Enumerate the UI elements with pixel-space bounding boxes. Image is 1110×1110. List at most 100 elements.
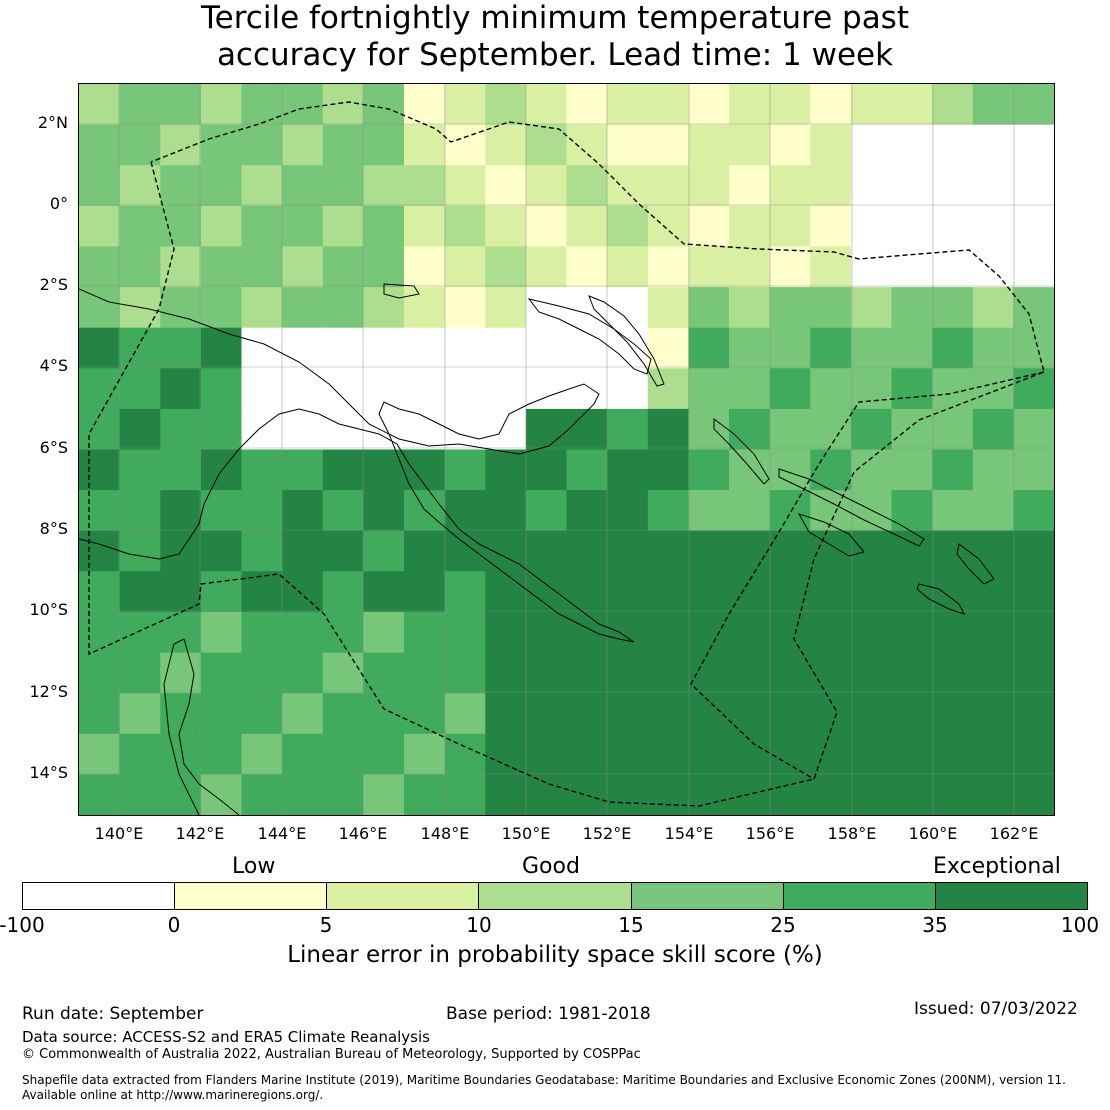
skill-cell bbox=[200, 327, 243, 369]
map-title: Tercile fortnightly minimum temperature … bbox=[0, 0, 1110, 74]
skill-cell bbox=[891, 205, 933, 247]
skill-cell bbox=[729, 571, 771, 613]
skill-cell bbox=[79, 84, 121, 126]
skill-cell bbox=[444, 205, 486, 247]
skill-cell bbox=[729, 774, 771, 815]
colorbar-tick: 25 bbox=[770, 913, 796, 937]
skill-cell bbox=[566, 571, 608, 613]
skill-cell bbox=[891, 693, 933, 735]
skill-cell bbox=[688, 408, 730, 451]
skill-cell bbox=[282, 287, 324, 329]
skill-cell bbox=[688, 571, 730, 613]
skill-cell bbox=[607, 652, 649, 694]
skill-cell bbox=[647, 530, 689, 572]
skill-cell bbox=[241, 611, 283, 654]
skill-cell bbox=[810, 84, 852, 126]
skill-cell bbox=[810, 165, 852, 207]
skill-cell bbox=[160, 205, 202, 247]
skill-cell bbox=[972, 733, 1014, 775]
skill-cell bbox=[647, 124, 689, 166]
skill-cell bbox=[647, 611, 689, 654]
skill-cell bbox=[1013, 449, 1054, 491]
skill-cell bbox=[607, 368, 649, 410]
lat-label: 12°S bbox=[29, 682, 68, 701]
skill-cell bbox=[363, 246, 405, 288]
skill-cell bbox=[525, 571, 568, 613]
skill-cell bbox=[282, 611, 324, 654]
skill-cell bbox=[282, 774, 324, 815]
skill-cell bbox=[891, 287, 933, 329]
skill-cell bbox=[932, 287, 974, 329]
skill-cell bbox=[850, 246, 893, 288]
skill-cell bbox=[119, 449, 161, 491]
colorbar-swatch bbox=[935, 883, 1087, 909]
skill-cell bbox=[972, 490, 1014, 532]
lon-label: 156°E bbox=[745, 824, 795, 843]
skill-cell bbox=[444, 693, 486, 735]
skill-cell bbox=[444, 611, 486, 654]
skill-cell bbox=[932, 611, 974, 654]
skill-cell bbox=[160, 84, 202, 126]
skill-cell bbox=[485, 84, 527, 126]
skill-cell bbox=[282, 327, 324, 369]
skill-cell bbox=[322, 652, 364, 694]
colorbar-swatch bbox=[23, 883, 176, 909]
skill-cell bbox=[566, 652, 608, 694]
skill-cell bbox=[404, 84, 446, 126]
skill-cell bbox=[688, 287, 730, 329]
skill-cell bbox=[79, 652, 121, 694]
base-period: Base period: 1981-2018 bbox=[446, 1004, 651, 1024]
skill-cell bbox=[363, 693, 405, 735]
skill-cell bbox=[444, 327, 486, 369]
skill-cell bbox=[850, 327, 893, 369]
skill-cell bbox=[891, 774, 933, 815]
skill-cell bbox=[444, 733, 486, 775]
skill-cell bbox=[1013, 287, 1054, 329]
eez-boundaries bbox=[88, 101, 1045, 807]
skill-cell bbox=[485, 124, 527, 166]
skill-cell bbox=[932, 449, 974, 491]
lon-label: 162°E bbox=[989, 824, 1039, 843]
skill-cell bbox=[769, 774, 811, 815]
png-eez-boundary bbox=[88, 101, 1045, 807]
skill-cell bbox=[282, 205, 324, 247]
colorbar-swatch bbox=[783, 883, 936, 909]
australia-coast bbox=[163, 638, 240, 815]
skill-cell bbox=[1013, 693, 1054, 735]
skill-cell bbox=[282, 652, 324, 694]
shapefile-note-1: Shapefile data extracted from Flanders M… bbox=[22, 1073, 1066, 1087]
skill-cell bbox=[1013, 408, 1054, 451]
skill-cell bbox=[972, 368, 1014, 410]
new-britain-coast bbox=[527, 298, 652, 375]
skill-cell bbox=[79, 449, 121, 491]
skill-cell bbox=[850, 165, 893, 207]
skill-cell bbox=[200, 652, 243, 694]
colorbar-swatch bbox=[631, 883, 784, 909]
skill-cell bbox=[1013, 490, 1054, 532]
skill-cell bbox=[241, 774, 283, 815]
skill-cell bbox=[525, 408, 568, 451]
skill-cell bbox=[485, 693, 527, 735]
colorbar-tick: 35 bbox=[922, 913, 948, 937]
skill-cell bbox=[607, 246, 649, 288]
skill-cell bbox=[972, 693, 1014, 735]
skill-cell bbox=[525, 287, 568, 329]
skill-cell bbox=[363, 774, 405, 815]
skill-cell bbox=[647, 733, 689, 775]
skill-cell bbox=[688, 327, 730, 369]
skill-cell bbox=[647, 246, 689, 288]
skill-cell bbox=[932, 408, 974, 451]
skill-cell bbox=[160, 287, 202, 329]
solomon-eez-boundary bbox=[690, 371, 1045, 780]
lon-label: 146°E bbox=[338, 824, 388, 843]
skill-cell bbox=[891, 327, 933, 369]
skill-cell bbox=[972, 449, 1014, 491]
skill-cell bbox=[444, 287, 486, 329]
skill-cell bbox=[241, 165, 283, 207]
skill-cell bbox=[566, 530, 608, 572]
skill-cell bbox=[404, 246, 446, 288]
skill-cell bbox=[404, 449, 446, 491]
skill-cell bbox=[850, 530, 893, 572]
skill-cell bbox=[119, 327, 161, 369]
skill-cell bbox=[322, 165, 364, 207]
